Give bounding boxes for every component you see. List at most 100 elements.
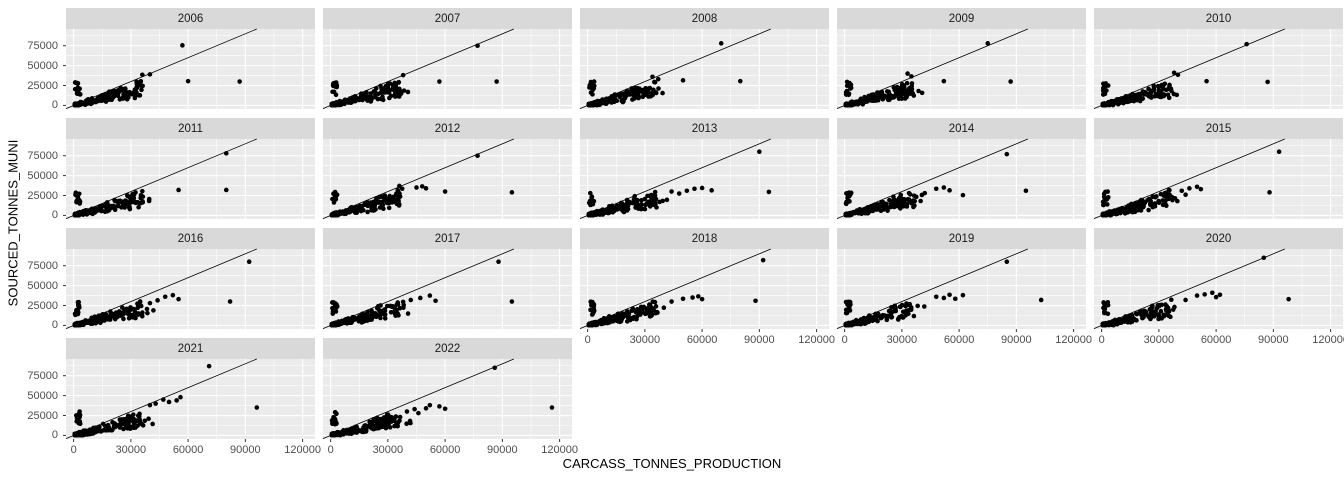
- x-tick-label: 30000: [629, 334, 661, 346]
- y-tick-label: 75000: [27, 149, 58, 162]
- x-tick-label: 120000: [1055, 334, 1092, 346]
- facet-panel-2015: [1093, 138, 1343, 219]
- x-axis-title: CARCASS_TONNES_PRODUCTION: [562, 456, 782, 471]
- x-tick-label: 30000: [372, 444, 404, 456]
- facet-strip-label: 2018: [691, 232, 718, 245]
- x-tick-label: 0: [1098, 334, 1105, 346]
- x-tick-label: 0: [70, 444, 77, 456]
- y-tick-label: 75000: [27, 39, 58, 52]
- identity-reference-line: [65, 28, 257, 109]
- facet-panel-2011: [63, 138, 315, 219]
- y-tick-label: 50000: [27, 279, 58, 292]
- facet-strip-2020: 2020: [1094, 228, 1343, 249]
- identity-reference-line: [322, 248, 514, 329]
- facet-strip-2021: 2021: [66, 338, 315, 359]
- facet-strip-2007: 2007: [323, 8, 572, 29]
- facet-panel-2007: [322, 28, 572, 109]
- facet-panel-2013: [579, 138, 829, 219]
- facet-strip-label: 2010: [1205, 12, 1232, 25]
- facet-strip-label: 2012: [434, 122, 461, 135]
- scatter-points: [72, 43, 242, 108]
- facet-panel-2010: [1093, 28, 1343, 109]
- scatter-points: [1100, 149, 1282, 218]
- y-tick-label: 75000: [27, 369, 58, 382]
- facet-strip-label: 2007: [434, 12, 461, 25]
- x-tick-label: 30000: [1143, 334, 1175, 346]
- scatter-points: [843, 259, 1044, 328]
- x-tick-label: 90000: [1258, 334, 1289, 346]
- facet-strip-label: 2016: [177, 232, 204, 245]
- facet-strip-label: 2006: [177, 12, 204, 25]
- x-tick-label: 0: [841, 334, 848, 346]
- facet-panel-2006: [63, 28, 315, 109]
- facet-panel-2009: [836, 28, 1086, 109]
- facet-strip-label: 2011: [178, 122, 203, 135]
- x-tick-label: 60000: [1200, 334, 1232, 346]
- scatter-points: [843, 151, 1029, 218]
- facet-strip-2006: 2006: [66, 8, 315, 29]
- scatter-points: [586, 41, 743, 108]
- facet-strip-2012: 2012: [323, 118, 572, 139]
- y-tick-label: 50000: [27, 389, 58, 402]
- facet-strip-2014: 2014: [837, 118, 1086, 139]
- facet-panel-2016: [63, 248, 315, 329]
- facet-strip-label: 2008: [691, 12, 718, 25]
- y-tick-label: 0: [51, 429, 58, 442]
- facet-strip-label: 2015: [1205, 122, 1232, 135]
- scatter-points: [1100, 41, 1270, 108]
- facet-strip-2008: 2008: [580, 8, 829, 29]
- scatter-points: [72, 363, 260, 438]
- facet-strip-label: 2017: [434, 232, 461, 245]
- facet-strip-2010: 2010: [1094, 8, 1343, 29]
- facet-panel-2012: [322, 138, 572, 219]
- x-tick-label: 60000: [429, 444, 461, 456]
- x-tick-label: 120000: [284, 444, 321, 456]
- facet-panel-2014: [836, 138, 1086, 219]
- scatter-points: [843, 41, 1013, 108]
- facet-strip-label: 2020: [1205, 232, 1232, 245]
- facet-panel-2019: [836, 248, 1086, 332]
- facet-panel-2021: [63, 358, 315, 442]
- scatter-points: [586, 257, 766, 328]
- scatter-points: [586, 149, 772, 218]
- facet-panel-2020: [1093, 248, 1343, 332]
- y-tick-label: 0: [51, 319, 58, 332]
- y-tick-label: 25000: [27, 189, 58, 202]
- x-tick-label: 0: [584, 334, 591, 346]
- facet-strip-label: 2009: [948, 12, 975, 25]
- facet-strip-2018: 2018: [580, 228, 829, 249]
- facet-strip-label: 2014: [948, 122, 975, 135]
- x-tick-label: 60000: [943, 334, 975, 346]
- scatter-points: [329, 153, 515, 218]
- x-tick-label: 60000: [686, 334, 718, 346]
- scatter-points: [329, 43, 499, 108]
- facet-strip-label: 2013: [691, 122, 718, 135]
- identity-reference-line: [1093, 138, 1285, 219]
- y-tick-label: 25000: [27, 79, 58, 92]
- y-tick-label: 50000: [27, 169, 58, 182]
- facet-strip-2022: 2022: [323, 338, 572, 359]
- y-tick-label: 25000: [27, 409, 58, 422]
- x-tick-label: 90000: [230, 444, 261, 456]
- facet-strip-label: 2021: [177, 342, 204, 355]
- y-tick-label: 0: [51, 209, 58, 222]
- y-tick-label: 50000: [27, 59, 58, 72]
- facet-strip-2011: 2011: [66, 118, 315, 139]
- facet-strip-2017: 2017: [323, 228, 572, 249]
- facet-strip-label: 2022: [434, 342, 461, 355]
- x-tick-label: 90000: [487, 444, 518, 456]
- y-tick-label: 75000: [27, 259, 58, 272]
- y-tick-label: 25000: [27, 299, 58, 312]
- facet-strip-label: 2019: [948, 232, 975, 245]
- x-tick-label: 30000: [886, 334, 918, 346]
- x-tick-label: 30000: [115, 444, 147, 456]
- facet-strip-2015: 2015: [1094, 118, 1343, 139]
- x-tick-label: 60000: [172, 444, 204, 456]
- facet-panel-2018: [579, 248, 829, 332]
- facet-strip-2019: 2019: [837, 228, 1086, 249]
- scatter-points: [329, 259, 515, 328]
- x-tick-label: 90000: [744, 334, 775, 346]
- scatter-points: [1100, 255, 1291, 328]
- x-tick-label: 90000: [1001, 334, 1032, 346]
